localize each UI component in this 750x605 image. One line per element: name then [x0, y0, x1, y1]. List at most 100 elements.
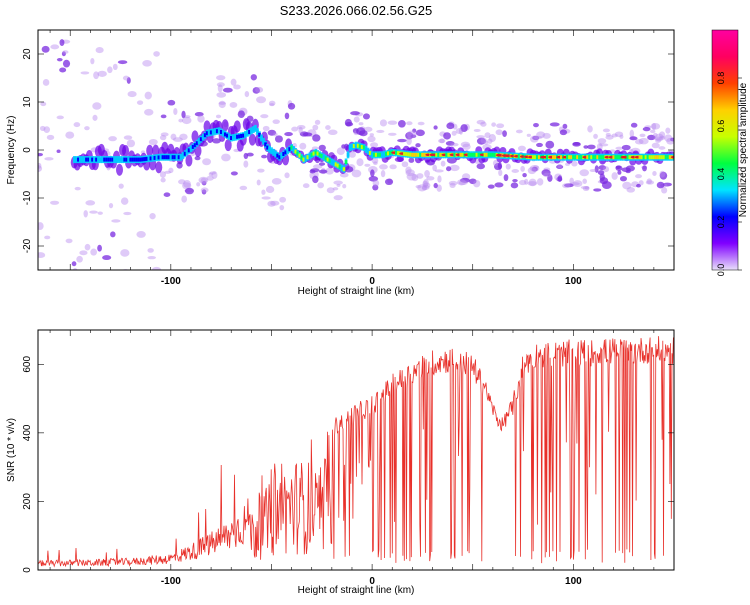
spectrogram-cell	[270, 148, 273, 153]
spectrogram-cell	[193, 143, 197, 148]
spectrogram-cell	[488, 134, 497, 143]
spectrogram-cell	[142, 59, 152, 67]
spectrogram-cell	[436, 184, 442, 192]
spectrogram-cell	[131, 157, 134, 162]
spectrogram-cell	[477, 152, 481, 157]
spectrogram-cell	[316, 151, 320, 156]
spectrogram-cell	[252, 127, 255, 132]
spectrogram-cell	[62, 50, 69, 54]
spectrogram-cell	[291, 126, 299, 132]
spectrogram-cell	[520, 165, 525, 172]
spectrogram-cell	[65, 238, 73, 244]
spectrogram-cell	[651, 122, 657, 131]
spectrogram-cell	[208, 172, 213, 177]
spectrogram-cell	[172, 137, 183, 142]
spectrogram-cell	[246, 131, 249, 136]
spectrogram-cell	[586, 155, 589, 160]
spectrogram-cell	[191, 130, 199, 143]
spectrogram-cell	[461, 152, 465, 157]
spectrogram-cell	[87, 157, 90, 162]
spectrogram-cell	[659, 170, 666, 178]
spectrogram-cell	[116, 163, 124, 176]
spectrogram-cell	[50, 44, 60, 50]
spectrogram-cell	[625, 165, 635, 172]
spectrogram-cell	[76, 255, 83, 263]
spectrogram-cell	[364, 147, 368, 152]
spectrogram-cell	[75, 157, 78, 162]
spectrogram-cell	[101, 157, 104, 162]
spectrogram-cell	[518, 179, 527, 186]
spectrogram-cell	[547, 174, 553, 182]
spectrogram-cell	[417, 152, 420, 157]
spectrogram-cell	[197, 139, 201, 144]
spectrogram-cell	[471, 152, 475, 157]
spectrogram-cell	[324, 156, 328, 161]
spectrogram-cell	[406, 130, 417, 139]
spectrogram-cell	[118, 183, 124, 189]
spectrogram-cell	[639, 133, 646, 138]
spectrogram-cell	[147, 256, 156, 260]
spectrogram-cell	[109, 157, 112, 162]
spectrogram-cell	[445, 166, 452, 172]
spectrogram-cell	[562, 123, 568, 129]
spectrogram-cell	[179, 155, 183, 160]
spectrogram-cell	[362, 113, 370, 120]
spectrogram-cell	[356, 158, 364, 167]
spectrogram-cell	[330, 160, 334, 164]
spectrogram-cell	[79, 157, 82, 162]
spectrogram-cell	[230, 136, 233, 140]
spectrogram-cell	[646, 155, 650, 160]
spectrogram-cell	[502, 130, 507, 137]
spectrogram-cell	[153, 51, 160, 57]
spectrogram-cell	[602, 128, 610, 133]
spectrogram-cell	[189, 146, 193, 151]
spectrogram-cell	[236, 134, 239, 139]
spectrogram-cell	[415, 129, 425, 137]
spectrogram-cell	[123, 211, 132, 216]
y-tick-label: -20	[22, 238, 33, 253]
spectrogram-cell	[661, 187, 668, 194]
spectrogram-cell	[351, 169, 362, 178]
spectrogram-cell	[120, 197, 129, 205]
spectrogram-cell	[407, 152, 410, 157]
spectrogram-cell	[147, 248, 154, 253]
spectrogram-cell	[244, 132, 247, 137]
spectrogram-cell	[272, 150, 275, 155]
spectrogram-cell	[616, 155, 620, 160]
spectrogram-cell	[151, 156, 155, 161]
spectrogram-cell	[270, 200, 280, 206]
spectrogram-cell	[473, 179, 481, 188]
spectrogram-cell	[73, 122, 81, 128]
spectrogram-cell	[588, 155, 591, 160]
spectrogram-cell	[666, 155, 670, 160]
spectrogram-cell	[38, 162, 42, 169]
spectrogram-cell	[268, 100, 276, 106]
spectrogram-cell	[144, 91, 152, 100]
spectrogram-cell	[652, 171, 657, 176]
spectrogram-cell	[423, 179, 429, 187]
spectrogram-cell	[288, 147, 291, 152]
spectrogram-cell	[619, 176, 627, 182]
spectrogram-cell	[421, 186, 428, 191]
spectrogram-cell	[314, 150, 318, 155]
spectrogram-cell	[387, 151, 390, 156]
spectrogram-cell	[497, 161, 502, 170]
spectrogram-cell	[605, 135, 614, 140]
spectrogram-cell	[372, 184, 379, 191]
spectrogram-cell	[84, 243, 91, 251]
spectrogram-cell	[598, 143, 609, 147]
spectrogram-cell	[397, 138, 407, 143]
spectrogram-cell	[542, 172, 552, 178]
spectrogram-cell	[202, 158, 212, 166]
spectrogram-cell	[83, 157, 86, 162]
spectrogram-cell	[370, 169, 375, 177]
spectrogram-cell	[272, 119, 280, 125]
spectrogram-cell	[108, 136, 117, 142]
spectrogram-cell	[71, 261, 77, 267]
spectrogram-cell	[455, 128, 463, 135]
spectrogram-cell	[43, 126, 51, 133]
spectrogram-cell	[406, 137, 412, 145]
spectrogram-cell	[173, 108, 178, 115]
spectrogram-cell	[596, 155, 599, 160]
